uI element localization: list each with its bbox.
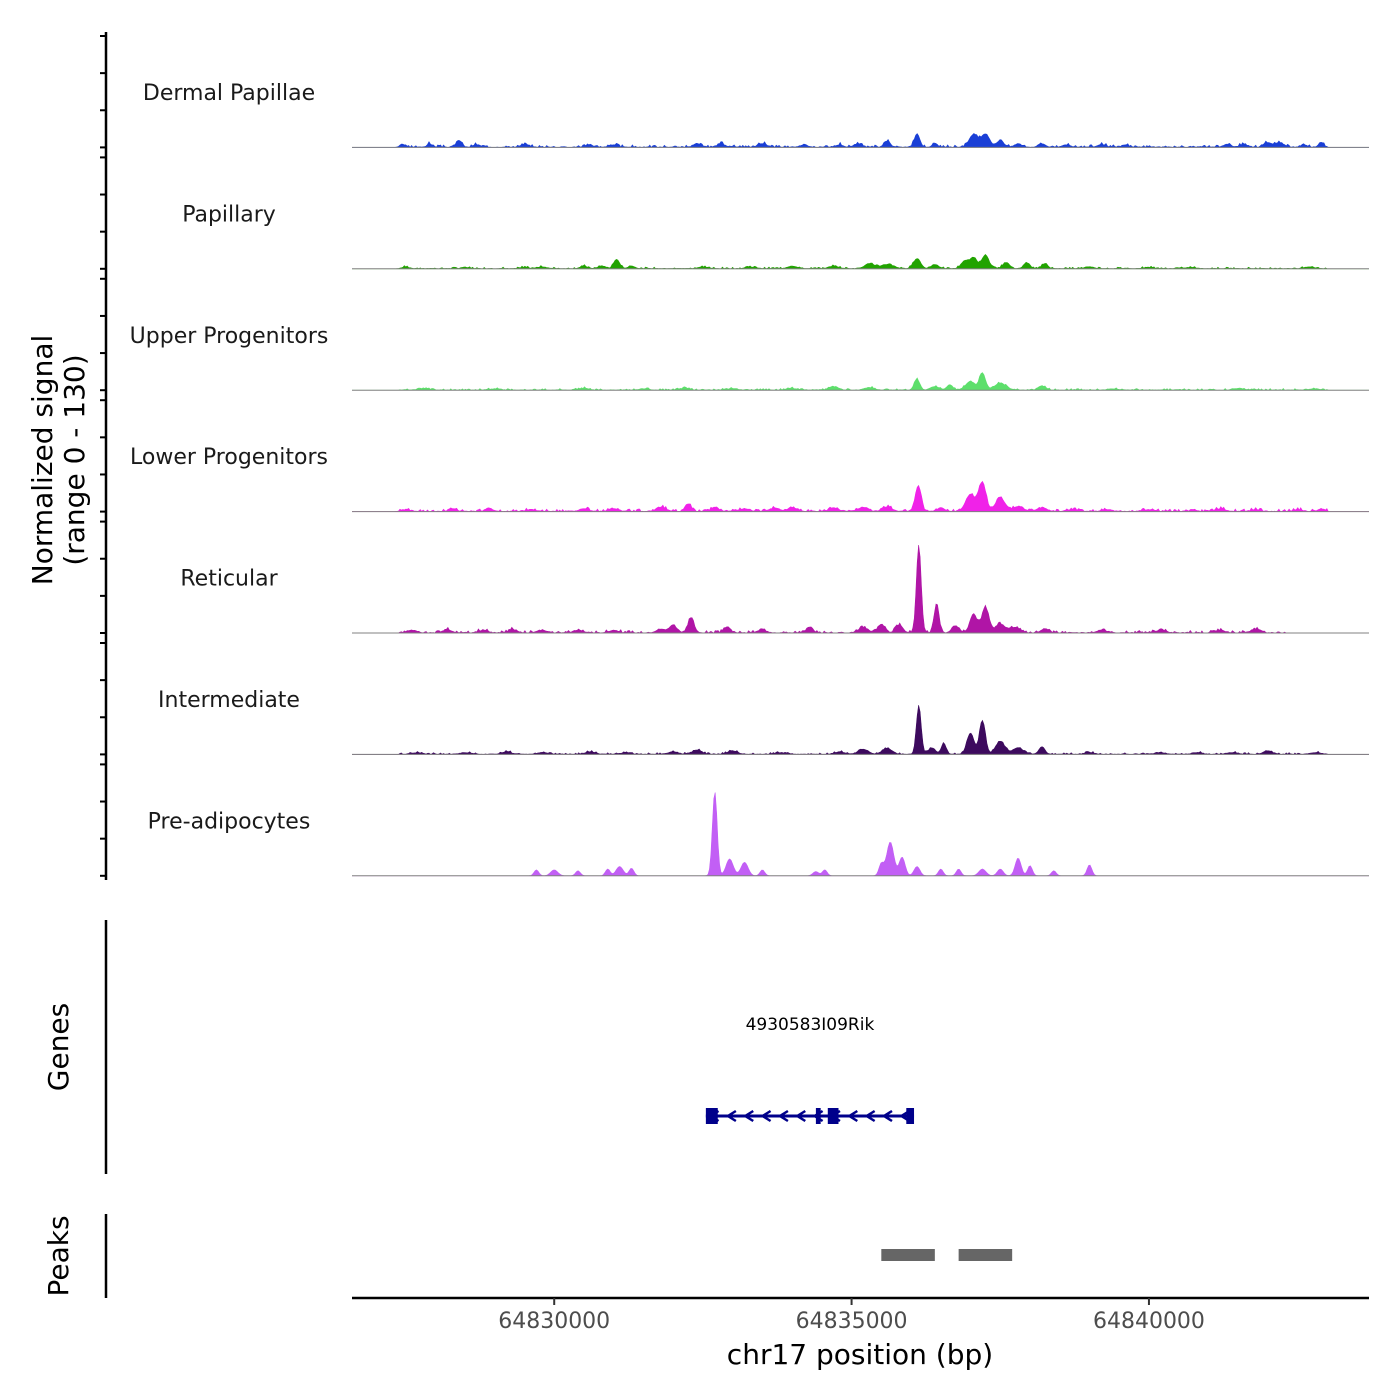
track-label: Lower Progenitors [130,445,328,470]
x-axis-ticks: 64830000 64835000 64840000 [498,1298,1205,1334]
genes-panel-label: Genes [42,1003,75,1091]
track-pre-adipocytes: Pre-adipocytes [148,792,1369,877]
y-axis-title-line1: Normalized signal [26,335,59,586]
signal-area [352,480,1369,513]
gene-name-label: 4930583I09Rik [746,1015,875,1035]
strand-arrow [881,1109,893,1123]
gene-exon [705,1108,718,1124]
signal-area [352,372,1369,391]
peak-region [958,1249,1013,1261]
track-label: Upper Progenitors [130,324,329,349]
peak-region [881,1249,935,1261]
signal-area [352,254,1369,270]
x-tick-label: 64840000 [1093,1309,1205,1334]
signal-area [352,544,1369,634]
strand-arrow [760,1109,772,1123]
track-intermediate: Intermediate [158,688,1369,755]
strand-arrow [777,1109,789,1123]
signal-area [352,792,1369,877]
track-label: Dermal Papillae [143,81,315,106]
peaks-track [881,1249,1013,1261]
x-tick-label: 64830000 [498,1309,610,1334]
y-axis-title-line2: (range 0 - 130) [58,354,91,565]
peaks-panel-label: Peaks [42,1215,75,1296]
track-lower-progenitors: Lower Progenitors [130,445,1369,513]
signal-axis-ticks [100,35,106,877]
strand-arrow [864,1109,876,1123]
track-label: Papillary [182,202,276,227]
x-axis-title: chr17 position (bp) [727,1338,993,1371]
gene-exon [815,1108,821,1124]
track-label: Reticular [180,567,278,592]
gene-exon [827,1108,839,1124]
signal-tracks: Dermal Papillae Papillary Upper Progenitor… [130,81,1369,877]
track-dermal-papillae: Dermal Papillae [143,81,1369,148]
strand-arrow [742,1109,754,1123]
genes-track: 4930583I09Rik [705,1015,915,1124]
gene-exon [906,1108,915,1124]
track-label: Pre-adipocytes [148,809,311,834]
signal-area [352,133,1369,148]
signal-area [352,705,1369,755]
strand-arrow [794,1109,806,1123]
strand-arrow [725,1109,737,1123]
x-tick-label: 64835000 [796,1309,908,1334]
track-label: Intermediate [158,688,300,713]
track-upper-progenitors: Upper Progenitors [130,324,1369,391]
track-reticular: Reticular [180,544,1369,634]
strand-arrow [846,1109,858,1123]
track-papillary: Papillary [182,202,1369,270]
